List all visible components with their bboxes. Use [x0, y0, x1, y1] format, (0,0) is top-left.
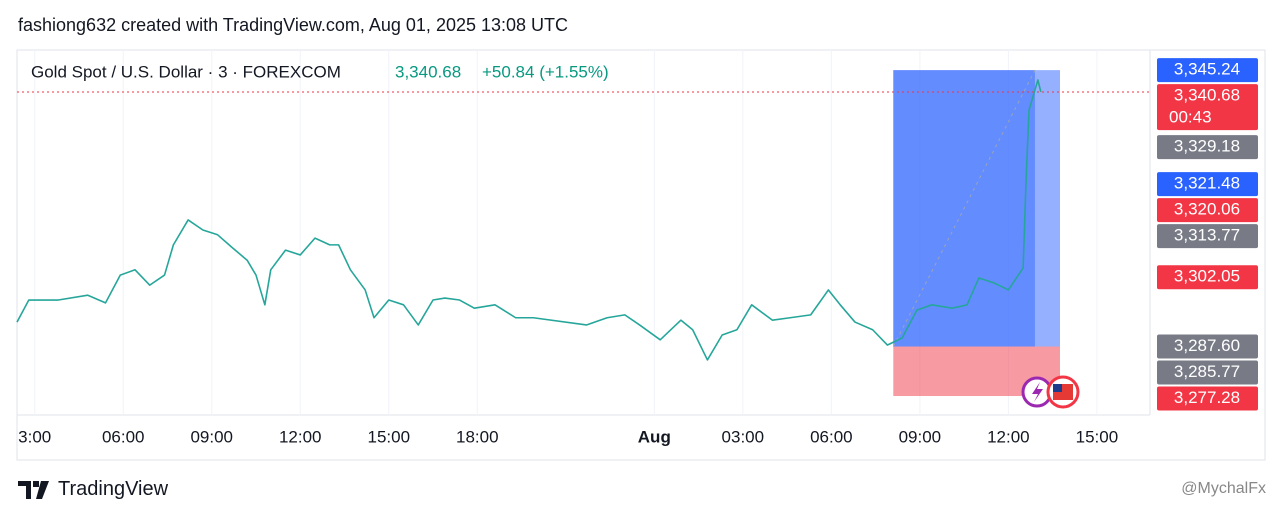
price-badge-label: 3,313.77 [1174, 226, 1240, 245]
x-tick-label: 06:00 [810, 427, 853, 446]
price-badge [1157, 198, 1258, 223]
price-badge-label: 3,302.05 [1174, 267, 1240, 286]
legend-change: +50.84 (+1.55%) [482, 62, 609, 81]
x-tick-label: 15:00 [367, 427, 410, 446]
footer: TradingView [18, 478, 168, 501]
price-badge [1157, 224, 1258, 249]
x-tick-label: 3:00 [18, 427, 51, 446]
price-badge [1157, 135, 1258, 160]
watermark: @MychalFx [1181, 480, 1266, 497]
position-path [892, 69, 1036, 347]
x-tick-label: 12:00 [987, 427, 1030, 446]
x-tick-label: 18:00 [456, 427, 499, 446]
price-badge-label: 3,340.68 [1174, 86, 1240, 105]
price-badge [1157, 265, 1258, 290]
price-badge [1157, 334, 1258, 359]
x-tick-label: Aug [638, 427, 671, 446]
target-zone [893, 70, 1061, 347]
x-tick-label: 06:00 [102, 427, 145, 446]
price-badge-label: 3,320.06 [1174, 200, 1240, 219]
price-badge [1157, 172, 1258, 197]
price-badge-label: 3,345.24 [1174, 60, 1240, 79]
price-badge-label: 3,287.60 [1174, 336, 1240, 355]
price-badge-label: 3,329.18 [1174, 137, 1240, 156]
price-badge [1157, 386, 1258, 411]
price-badge [1157, 360, 1258, 385]
legend-price: 3,340.68 [395, 62, 461, 81]
price-badge-label: 3,277.28 [1174, 388, 1240, 407]
event-icons [1021, 375, 1080, 409]
countdown: 00:43 [1169, 108, 1212, 127]
legend-title: Gold Spot / U.S. Dollar · 3 · FOREXCOM [31, 62, 341, 81]
price-badge-label: 3,285.77 [1174, 362, 1240, 381]
price-badge-label: 3,321.48 [1174, 174, 1240, 193]
brand: TradingView [58, 478, 169, 500]
x-tick-label: 09:00 [899, 427, 942, 446]
x-tick-label: 09:00 [190, 427, 233, 446]
price-line [16, 79, 1042, 361]
price-badge [1157, 84, 1258, 131]
logo [18, 480, 49, 499]
chart-frame [16, 49, 1266, 461]
attribution: fashiong632 created with TradingView.com… [18, 15, 569, 35]
x-tick-label: 12:00 [279, 427, 322, 446]
x-tick-label: 15:00 [1076, 427, 1119, 446]
x-tick-label: 03:00 [722, 427, 765, 446]
price-badge [1157, 58, 1258, 83]
